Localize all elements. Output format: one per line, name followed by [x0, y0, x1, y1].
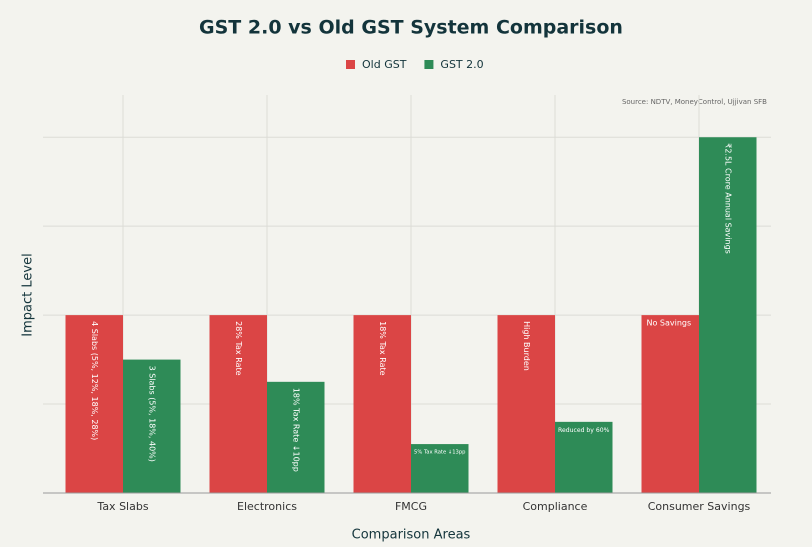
y-axis-title: Impact Level: [21, 253, 36, 336]
bar-label: 3 Slabs (5%, 18%, 40%): [147, 366, 156, 462]
x-tick-label: Compliance: [523, 500, 588, 513]
x-tick-label: FMCG: [395, 500, 427, 513]
bar: [641, 315, 699, 493]
bar: [555, 421, 613, 493]
x-tick-label: Consumer Savings: [648, 500, 751, 513]
bar: [209, 315, 267, 493]
bar: [497, 315, 555, 493]
bar-label: 28% Tax Rate: [234, 321, 243, 375]
bar-label: 5% Tax Rate ↓13pp: [414, 450, 466, 456]
x-tick-label: Tax Slabs: [96, 500, 148, 513]
bar-label: 18% Tax Rate ↓10pp: [291, 388, 300, 472]
bar-label: 18% Tax Rate: [378, 321, 387, 375]
bar: [65, 315, 123, 493]
bar-label: High Burden: [522, 321, 531, 371]
bar-label: ₹2.5L Crore Annual Savings: [723, 143, 732, 254]
bar: [123, 359, 181, 493]
source-note: Source: NDTV, MoneyControl, Ujjivan SFB: [622, 98, 767, 106]
bar: [353, 315, 411, 493]
chart-title: GST 2.0 vs Old GST System Comparison: [199, 17, 623, 39]
legend-swatch: [424, 60, 434, 69]
legend-swatch: [346, 60, 355, 69]
legend-label: GST 2.0: [440, 58, 483, 71]
bar-label: 4 Slabs (5%, 12%, 18%, 28%): [90, 321, 99, 440]
legend-label: Old GST: [362, 58, 407, 71]
x-tick-label: Electronics: [237, 500, 297, 513]
bar: [267, 381, 325, 493]
x-axis-title: Comparison Areas: [352, 528, 471, 543]
bar-label: Reduced by 60%: [558, 427, 610, 434]
bar: [699, 137, 757, 494]
bar-label: No Savings: [647, 319, 692, 328]
bar: [411, 444, 469, 493]
